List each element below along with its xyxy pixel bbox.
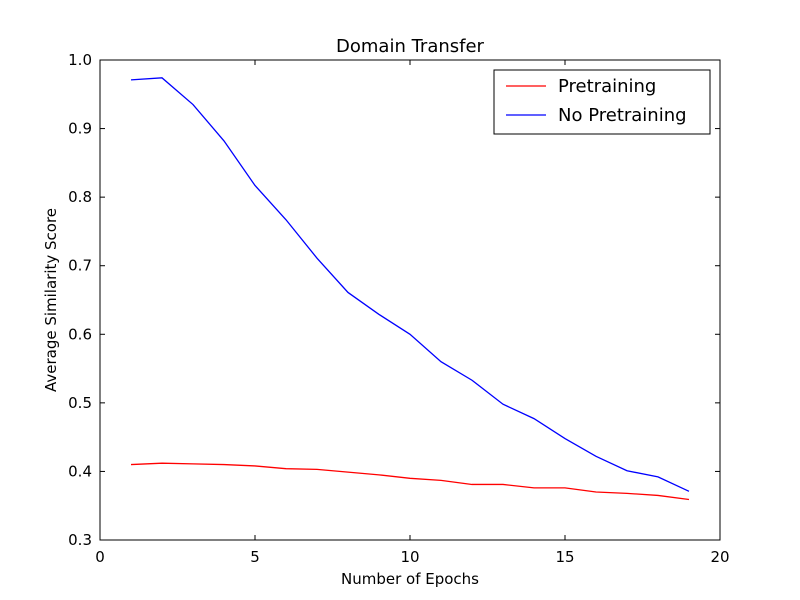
x-axis-label: Number of Epochs: [341, 570, 479, 588]
legend: Pretraining No Pretraining: [493, 69, 711, 135]
series-line-pretraining: [130, 462, 690, 501]
x-tick-label: 10: [400, 548, 419, 566]
y-tick-label: 0.6: [68, 325, 92, 343]
y-tick-label: 0.9: [68, 120, 92, 138]
legend-label: Pretraining: [558, 76, 656, 97]
x-tick-label: 5: [250, 548, 260, 566]
y-axis-label: Average Similarity Score: [42, 208, 60, 392]
legend-label: No Pretraining: [558, 105, 687, 126]
y-tick-label: 0.4: [68, 462, 92, 480]
series-line-no-pretraining: [130, 77, 690, 492]
y-tick-label: 0.3: [68, 531, 92, 549]
legend-box: [493, 69, 711, 135]
x-tick-label: 15: [555, 548, 574, 566]
y-tick-label: 1.0: [68, 51, 92, 69]
y-tick-label: 0.7: [68, 257, 92, 275]
x-tick-label: 0: [95, 548, 105, 566]
x-tick-label: 20: [710, 548, 729, 566]
chart-title: Domain Transfer: [336, 36, 485, 57]
y-tick-label: 0.5: [68, 394, 92, 412]
y-tick-label: 0.8: [68, 188, 92, 206]
